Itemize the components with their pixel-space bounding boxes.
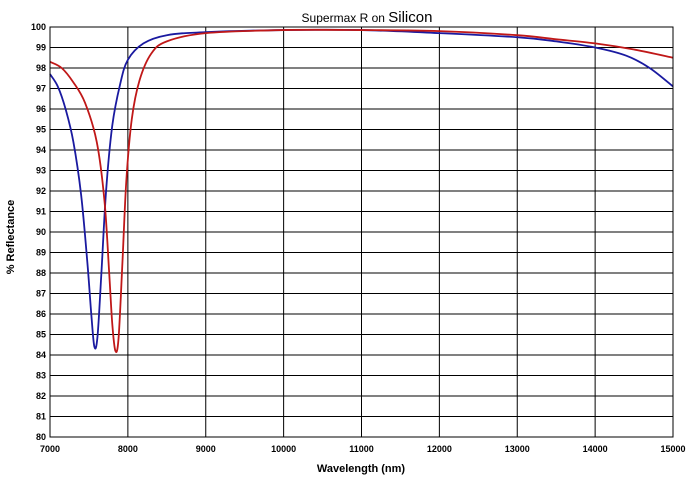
y-tick-label: 85 (36, 330, 46, 340)
chart-title: Supermax R on Silicon (302, 9, 433, 26)
data-series (49, 28, 674, 353)
y-tick-label: 92 (36, 186, 46, 196)
x-tick-label: 13000 (505, 444, 530, 454)
x-tick-label: 14000 (583, 444, 608, 454)
y-tick-label: 81 (36, 412, 46, 422)
grid-lines (49, 26, 674, 438)
y-tick-label: 90 (36, 227, 46, 237)
y-tick-label: 100 (31, 22, 46, 32)
y-tick-label: 83 (36, 371, 46, 381)
x-tick-label: 10000 (271, 444, 296, 454)
y-tick-label: 86 (36, 309, 46, 319)
y-tick-label: 96 (36, 104, 46, 114)
y-tick-label: 95 (36, 125, 46, 135)
plot-frame (49, 26, 674, 438)
y-tick-label: 87 (36, 289, 46, 299)
x-tick-label: 15000 (660, 444, 685, 454)
y-tick-label: 82 (36, 391, 46, 401)
x-tick-label: 11000 (349, 444, 374, 454)
y-tick-labels: 80 81 82 83 84 85 86 87 88 89 90 91 92 93 94 95 96 97 98 99… (31, 22, 46, 442)
series-line-1 (49, 28, 674, 350)
y-axis-label: % Reflectance (5, 200, 17, 275)
x-tick-labels: 7000 8000 9000 10000 11000 12000 13000 14000 150… (40, 444, 686, 454)
y-tick-label: 80 (36, 432, 46, 442)
series-line-2 (49, 28, 674, 353)
y-tick-label: 99 (36, 43, 46, 53)
y-tick-label: 84 (36, 350, 46, 360)
x-tick-label: 8000 (118, 444, 138, 454)
chart-title-prefix: Supermax R on (302, 11, 389, 25)
y-tick-label: 89 (36, 248, 46, 258)
x-tick-label: 12000 (427, 444, 452, 454)
x-axis-label: Wavelength (nm) (317, 463, 406, 475)
x-tick-label: 9000 (196, 444, 216, 454)
y-tick-label: 88 (36, 268, 46, 278)
y-tick-label: 91 (36, 207, 46, 217)
y-tick-label: 97 (36, 84, 46, 94)
x-tick-label: 7000 (40, 444, 60, 454)
y-tick-label: 98 (36, 63, 46, 73)
y-tick-label: 94 (36, 145, 46, 155)
y-tick-label: 93 (36, 166, 46, 176)
chart-title-suffix: Silicon (388, 9, 432, 26)
